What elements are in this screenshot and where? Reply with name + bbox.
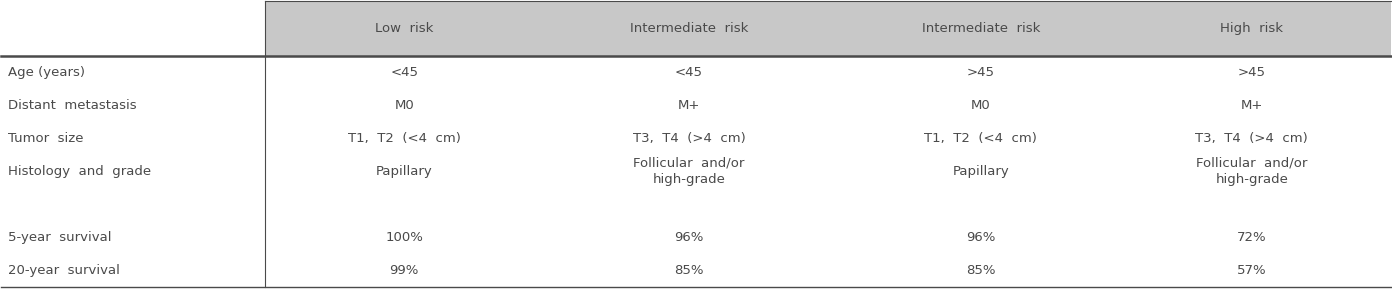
Text: M+: M+ — [1240, 99, 1263, 112]
Text: 5-year  survival: 5-year survival — [8, 231, 111, 244]
Text: T1,  T2  (<4  cm): T1, T2 (<4 cm) — [348, 132, 461, 145]
Text: Intermediate  risk: Intermediate risk — [922, 22, 1040, 35]
Text: M0: M0 — [394, 99, 415, 112]
Text: >45: >45 — [1237, 66, 1265, 79]
Text: 20-year  survival: 20-year survival — [8, 264, 120, 277]
FancyBboxPatch shape — [835, 2, 1126, 56]
Text: 57%: 57% — [1237, 264, 1267, 277]
Text: Tumor  size: Tumor size — [8, 132, 84, 145]
Text: Papillary: Papillary — [952, 165, 1009, 178]
Text: Age (years): Age (years) — [8, 66, 85, 79]
Text: 85%: 85% — [966, 264, 995, 277]
Text: Intermediate  risk: Intermediate risk — [629, 22, 749, 35]
Text: Follicular  and/or
high-grade: Follicular and/or high-grade — [1196, 157, 1307, 186]
Text: M+: M+ — [678, 99, 700, 112]
Text: T3,  T4  (>4  cm): T3, T4 (>4 cm) — [1196, 132, 1308, 145]
Text: M0: M0 — [970, 99, 991, 112]
Text: 72%: 72% — [1237, 231, 1267, 244]
Text: High  risk: High risk — [1221, 22, 1283, 35]
Text: 99%: 99% — [390, 264, 419, 277]
Text: 100%: 100% — [386, 231, 423, 244]
Text: 96%: 96% — [966, 231, 995, 244]
Text: >45: >45 — [967, 66, 995, 79]
Text: 85%: 85% — [674, 264, 704, 277]
Text: 96%: 96% — [674, 231, 704, 244]
Text: Papillary: Papillary — [376, 165, 433, 178]
Text: T1,  T2  (<4  cm): T1, T2 (<4 cm) — [924, 132, 1037, 145]
FancyBboxPatch shape — [1112, 2, 1391, 56]
Text: <45: <45 — [390, 66, 418, 79]
Text: Follicular  and/or
high-grade: Follicular and/or high-grade — [633, 157, 745, 186]
Text: T3,  T4  (>4  cm): T3, T4 (>4 cm) — [633, 132, 746, 145]
Text: Low  risk: Low risk — [374, 22, 433, 35]
Text: Histology  and  grade: Histology and grade — [8, 165, 152, 178]
FancyBboxPatch shape — [543, 2, 835, 56]
Text: <45: <45 — [675, 66, 703, 79]
Text: Distant  metastasis: Distant metastasis — [8, 99, 136, 112]
FancyBboxPatch shape — [266, 2, 543, 56]
